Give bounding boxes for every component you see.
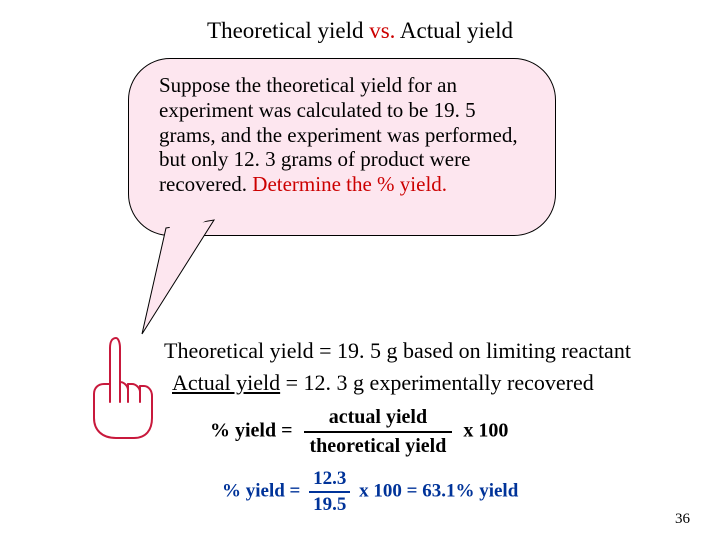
actual-yield-underline: Actual yield (172, 370, 280, 395)
page-number: 36 (675, 511, 690, 528)
formula2-denominator: 19.5 (309, 493, 350, 516)
actual-yield-rest: = 12. 3 g experimentally recovered (280, 370, 594, 395)
actual-yield-line: Actual yield = 12. 3 g experimentally re… (172, 370, 594, 396)
bubble-determine: Determine the % yield. (252, 172, 447, 196)
formula1-denominator: theoretical yield (304, 433, 453, 458)
percent-yield-formula: % yield = actual yield theoretical yield… (210, 406, 508, 458)
formula1-fraction: actual yield theoretical yield (304, 406, 453, 458)
formula2-numerator: 12.3 (309, 468, 350, 493)
slide: Theoretical yield vs. Actual yield Suppo… (0, 0, 720, 540)
formula1-numerator: actual yield (304, 406, 453, 433)
formula1-tail: x 100 (463, 420, 508, 442)
pointing-hand-icon (82, 332, 160, 442)
formula2-fraction: 12.3 19.5 (309, 468, 350, 516)
formula1-lhs: % yield = (210, 420, 293, 442)
percent-yield-calculation: % yield = 12.3 19.5 x 100 = 63.1% yield (222, 468, 518, 516)
title-vs: vs. (369, 18, 395, 43)
theoretical-yield-line: Theoretical yield = 19. 5 g based on lim… (164, 338, 631, 364)
speech-bubble: Suppose the theoretical yield for an exp… (128, 58, 556, 236)
formula2-lhs: % yield = (222, 480, 300, 501)
title-part2: Actual yield (395, 18, 513, 43)
slide-title: Theoretical yield vs. Actual yield (0, 18, 720, 44)
title-part1: Theoretical yield (207, 18, 369, 43)
formula2-tail: x 100 = 63.1% yield (359, 480, 518, 501)
